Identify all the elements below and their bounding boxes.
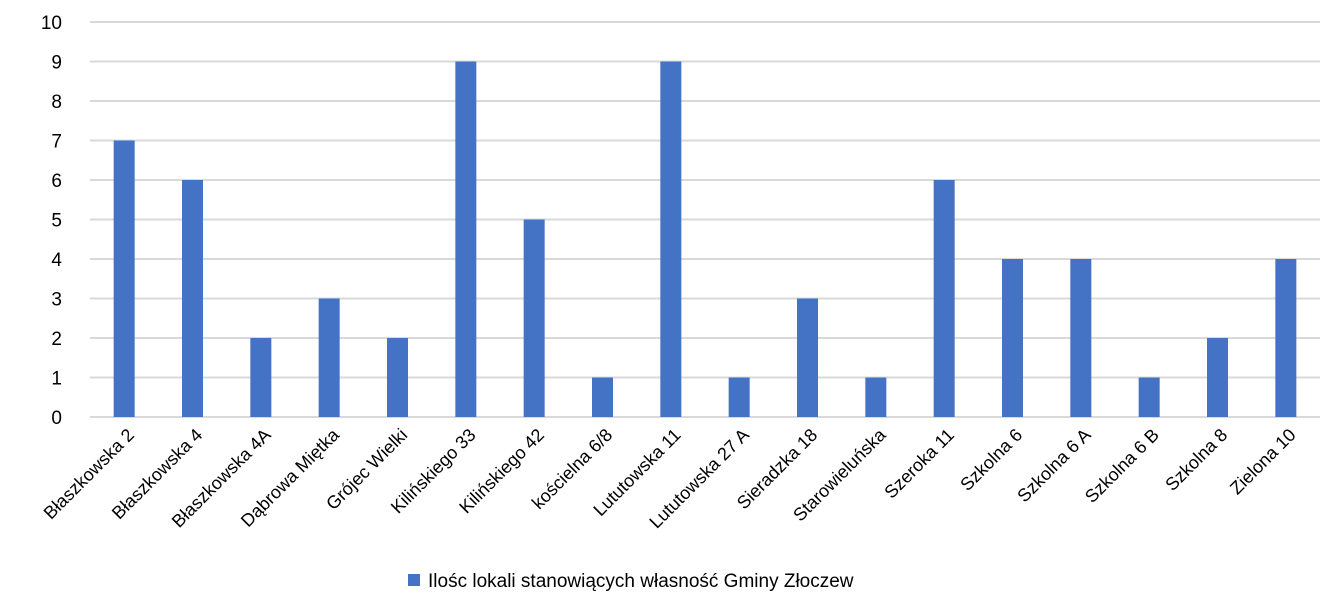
- bar: [387, 338, 408, 417]
- bar: [182, 180, 203, 417]
- bar: [660, 61, 682, 417]
- x-tick-label: Szkolna 8: [1161, 425, 1231, 495]
- bar: [1070, 259, 1092, 417]
- x-tick-label: Szkolna 6 B: [1081, 425, 1163, 507]
- x-tick-label: Szkolna 6: [956, 425, 1026, 495]
- y-tick-label: 7: [51, 132, 62, 153]
- bar: [933, 180, 955, 417]
- bar: [865, 377, 887, 417]
- bar: [455, 61, 477, 417]
- legend-label: Ilośc lokali stanowiących własność Gminy…: [428, 571, 854, 592]
- legend-swatch: [408, 574, 420, 586]
- bar: [1002, 259, 1023, 417]
- bar: [1275, 259, 1297, 417]
- bar: [797, 298, 818, 417]
- bar: [1138, 377, 1160, 417]
- x-tick-label: Szeroka 11: [880, 425, 958, 503]
- y-tick-label: 8: [51, 92, 62, 113]
- bar: [113, 140, 135, 417]
- y-tick-label: 4: [51, 250, 62, 271]
- y-tick-label: 2: [51, 329, 62, 350]
- bar: [592, 377, 613, 417]
- bar: [728, 377, 750, 417]
- y-tick-label: 0: [51, 408, 62, 429]
- y-tick-label: 6: [51, 171, 62, 192]
- y-tick-label: 9: [51, 53, 62, 74]
- y-tick-label: 1: [51, 369, 62, 390]
- y-axis-ticks: 0 1 2 3 4 5 6 7 8 9 10: [41, 13, 63, 429]
- y-tick-label: 10: [41, 13, 62, 34]
- y-tick-label: 5: [51, 211, 62, 232]
- bar: [250, 338, 272, 417]
- bar: [318, 298, 340, 417]
- grid-lines: [90, 21, 1320, 418]
- legend: Ilośc lokali stanowiących własność Gminy…: [408, 571, 854, 592]
- x-tick-label: Zielona 10: [1226, 425, 1300, 499]
- bars: [113, 61, 1297, 417]
- y-tick-label: 3: [51, 290, 62, 311]
- bar: [1207, 338, 1228, 417]
- bar: [523, 219, 545, 417]
